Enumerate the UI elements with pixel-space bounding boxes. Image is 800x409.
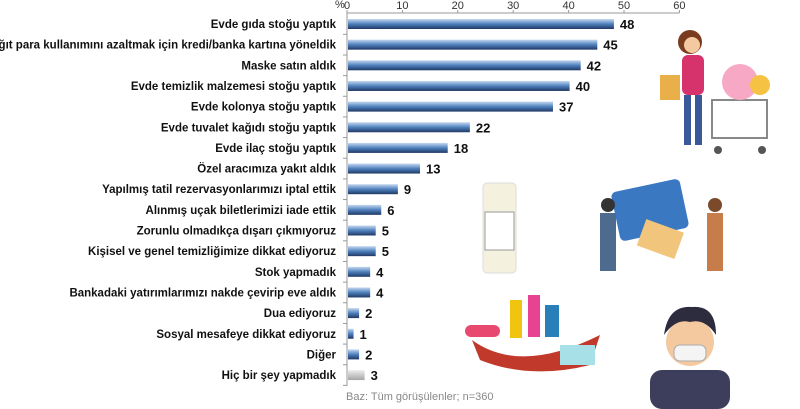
data-label: 2 xyxy=(365,347,372,362)
bar xyxy=(348,287,371,298)
base-note: Baz: Tüm görüşülenler; n=360 xyxy=(346,391,493,403)
data-label: 40 xyxy=(576,79,590,94)
data-label: 37 xyxy=(559,100,573,115)
bar xyxy=(348,80,570,91)
category-label: Evde gıda stoğu yaptık xyxy=(211,19,337,31)
x-tick-label: 60 xyxy=(673,0,685,12)
bar xyxy=(348,349,360,360)
shopping-woman-illustration xyxy=(660,30,770,154)
category-label: Evde tuvalet kağıdı stoğu yaptık xyxy=(161,122,337,134)
data-label: 22 xyxy=(476,120,490,135)
category-label: Evde ilaç stoğu yaptık xyxy=(215,143,336,155)
bar xyxy=(348,163,421,174)
data-label: 48 xyxy=(620,17,634,32)
category-label: Evde kolonya stoğu yaptık xyxy=(191,102,337,114)
x-tick-label: 30 xyxy=(507,0,519,12)
category-label: Dua ediyoruz xyxy=(264,308,336,320)
data-label: 1 xyxy=(360,327,367,342)
data-label: 5 xyxy=(382,244,389,259)
bar xyxy=(348,184,398,195)
bar xyxy=(348,266,371,277)
data-label: 18 xyxy=(454,141,468,156)
category-label: Hiç bir şey yapmadık xyxy=(222,370,337,382)
category-label: Bankadaki yatırımlarımızı nakde çevirip … xyxy=(69,287,336,299)
masked-man-illustration xyxy=(650,306,730,409)
category-label: Evde temizlik malzemesi stoğu yaptık xyxy=(131,81,337,93)
bar xyxy=(348,101,553,112)
x-tick-label: 20 xyxy=(452,0,464,12)
bar xyxy=(348,204,382,215)
category-label: Stok yapmadık xyxy=(255,267,337,279)
bar xyxy=(348,225,376,236)
bar xyxy=(348,246,376,257)
data-label: 4 xyxy=(376,265,384,280)
x-tick-label: 10 xyxy=(396,0,408,12)
category-label: Kağıt para kullanımını azaltmak için kre… xyxy=(0,40,337,52)
bar xyxy=(348,122,470,133)
bar xyxy=(348,328,354,339)
data-label: 9 xyxy=(404,182,411,197)
x-tick-label: 40 xyxy=(562,0,574,12)
data-label: 45 xyxy=(603,38,617,53)
bar xyxy=(348,39,598,50)
bar xyxy=(348,60,581,71)
category-label: Alınmış uçak biletlerimizi iade ettik xyxy=(146,205,337,217)
bar xyxy=(348,19,614,29)
category-label: Maske satın aldık xyxy=(241,60,336,72)
category-label: Yapılmış tatil rezervasyonlarımızı iptal… xyxy=(102,184,337,196)
sanitizer-bottle-illustration xyxy=(482,182,517,274)
cleaning-products-illustration xyxy=(465,295,600,372)
x-tick-label: 50 xyxy=(618,0,630,12)
category-label: Kişisel ve genel temizliğimize dikkat ed… xyxy=(88,246,336,258)
data-label: 3 xyxy=(371,368,378,383)
bar xyxy=(348,142,448,153)
data-label: 6 xyxy=(387,203,394,218)
category-label: Sosyal mesafeye dikkat ediyoruz xyxy=(156,329,336,341)
credit-card-illustration xyxy=(600,179,723,271)
x-axis-unit: % xyxy=(335,0,345,11)
data-label: 42 xyxy=(587,58,601,73)
category-label: Özel aracımıza yakıt aldık xyxy=(197,163,336,176)
category-label: Zorunlu olmadıkça dışarı çıkmıyoruz xyxy=(137,226,337,238)
data-label: 5 xyxy=(382,224,389,239)
category-label: Diğer xyxy=(307,349,337,361)
x-tick-label: 0 xyxy=(344,0,350,12)
bar xyxy=(348,370,365,381)
data-label: 13 xyxy=(426,162,440,177)
data-label: 2 xyxy=(365,306,372,321)
data-label: 4 xyxy=(376,285,384,300)
bar xyxy=(348,308,360,319)
